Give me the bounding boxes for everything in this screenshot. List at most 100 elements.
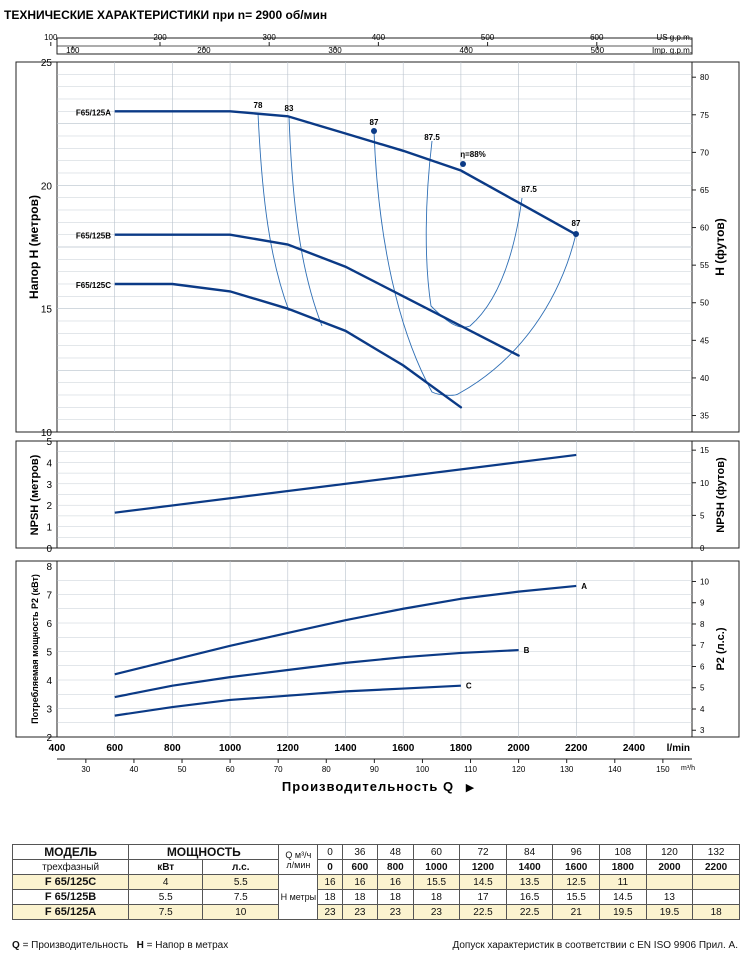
th-power: МОЩНОСТЬ — [128, 844, 280, 860]
imp-gpm-label: Imp. g.p.m. — [652, 46, 692, 55]
head-tick-label: 10 — [41, 428, 53, 439]
head-curve-a — [113, 110, 578, 236]
row-hp: 7.5 — [202, 889, 280, 905]
m3h-tick-label: 70 — [274, 765, 283, 774]
cell: 12.5 — [552, 874, 601, 890]
us-gpm-tick-label: 400 — [372, 33, 386, 42]
cell: 21 — [552, 904, 601, 920]
series-label: B — [524, 646, 530, 655]
power-hp-tick-label: 7 — [700, 641, 705, 650]
power-ylabel: Потребляемая мощность P2 (кВт) — [30, 574, 40, 724]
cell: 22.5 — [459, 904, 507, 920]
series-label: F65/125A — [76, 108, 111, 117]
npsh-ft-tick-label: 15 — [700, 446, 709, 455]
m3h-9: 132 — [692, 844, 740, 860]
head-ft-tick-label: 80 — [700, 73, 709, 82]
lmin-tick-label: 2400 — [623, 743, 646, 754]
head-ylabel: Напор H (метров) — [27, 195, 41, 299]
head-curve-b — [113, 233, 520, 357]
npsh-tick-label: 3 — [46, 480, 52, 491]
head-ft-tick-label: 75 — [700, 111, 709, 120]
performance-table: МОДЕЛЬ МОЩНОСТЬ Q м³/ч л/мин 0 36 48 60 … — [11, 844, 740, 920]
lmin-tick-label: 600 — [106, 743, 123, 754]
head-ylabel-right: H (футов) — [713, 218, 727, 276]
npsh-ft-tick-label: 5 — [700, 511, 705, 520]
head-ft-tick-label: 35 — [700, 412, 709, 421]
head-ft-tick-label: 55 — [700, 261, 709, 270]
power-hp-tick-label: 10 — [700, 577, 709, 586]
row-kw: 4 — [128, 874, 204, 890]
head-ft-tick-label: 40 — [700, 374, 709, 383]
m3h-7: 108 — [599, 844, 647, 860]
lmin-9: 2200 — [692, 859, 740, 875]
lmin-tick-label: 1400 — [334, 743, 357, 754]
m3h-0: 0 — [317, 844, 343, 860]
power-ylabel-right: P2 (л.с.) — [715, 627, 727, 670]
npsh-tick-label: 0 — [46, 544, 52, 555]
us-gpm-tick-label: 200 — [153, 33, 167, 42]
m3h-tick-label: 40 — [129, 765, 138, 774]
th-kw: кВт — [128, 859, 204, 875]
lmin-tick-label: 400 — [49, 743, 66, 754]
lmin-4: 1200 — [459, 859, 507, 875]
head-tick-label: 20 — [41, 181, 53, 192]
m3h-tick-label: 140 — [608, 765, 622, 774]
npsh-ylabel: NPSH (метров) — [29, 454, 41, 535]
th-hp: л.с. — [202, 859, 280, 875]
cell: 11 — [599, 874, 647, 890]
cell: 16.5 — [505, 889, 554, 905]
efficiency-label: 78 — [254, 101, 263, 110]
cell: 18 — [692, 904, 740, 920]
power-hp-tick-label: 9 — [700, 599, 705, 608]
row-hp: 5.5 — [202, 874, 280, 890]
npsh-tick-label: 2 — [46, 501, 52, 512]
row-hp: 10 — [202, 904, 280, 920]
cell: 15.5 — [412, 874, 461, 890]
m3h-tick-label: 30 — [81, 765, 90, 774]
performance-chart: ТЕХНИЧЕСКИЕ ХАРАКТЕРИСТИКИ при n= 2900 о… — [4, 8, 740, 794]
us-gpm-tick-label: 500 — [481, 33, 495, 42]
power-hp-tick-label: 3 — [700, 726, 705, 735]
lmin-tick-label: 2200 — [565, 743, 588, 754]
efficiency-label: 87.5 — [424, 133, 440, 142]
npsh-tick-label: 4 — [46, 458, 52, 469]
chart-title: ТЕХНИЧЕСКИЕ ХАРАКТЕРИСТИКИ при n= 2900 о… — [4, 8, 327, 22]
head-tick-label: 15 — [41, 305, 53, 316]
power-tick-label: 4 — [46, 676, 52, 687]
cell: 23 — [341, 904, 379, 920]
table-row: F 65/125A 7.5 10 23 23 23 23 22.5 22.5 2… — [11, 904, 740, 920]
footer-note: Допуск характеристик в соответствии с EN… — [452, 940, 738, 951]
cell: 18 — [377, 889, 414, 905]
efficiency-point — [460, 161, 466, 167]
th-h: H метры — [278, 874, 319, 920]
efficiency-label: 87.5 — [521, 185, 537, 194]
cell — [645, 874, 694, 890]
lmin-1: 600 — [341, 859, 379, 875]
cell: 16 — [317, 874, 343, 890]
lmin-0: 0 — [317, 859, 343, 875]
lmin-tick-label: 1600 — [392, 743, 415, 754]
cell: 16 — [341, 874, 379, 890]
imp-gpm-tick-label: 400 — [460, 46, 474, 55]
cell: 18 — [341, 889, 379, 905]
efficiency-point — [371, 128, 377, 134]
power-tick-label: 2 — [46, 733, 52, 744]
series-label: A — [581, 582, 587, 591]
lmin-tick-label: 800 — [164, 743, 181, 754]
npsh-ft-tick-label: 0 — [700, 544, 705, 553]
npsh-ft-tick-label: 10 — [700, 479, 709, 488]
efficiency-curve — [288, 115, 323, 327]
npsh-ylabel-right: NPSH (футов) — [715, 457, 727, 533]
cell: 14.5 — [599, 889, 647, 905]
efficiency-label: 87 — [572, 219, 581, 228]
series-label: F65/125B — [76, 232, 111, 241]
cell: 13.5 — [505, 874, 554, 890]
m3h-3: 60 — [412, 844, 461, 860]
imp-gpm-tick-label: 200 — [197, 46, 211, 55]
lmin-7: 1800 — [599, 859, 647, 875]
power-tick-label: 8 — [46, 562, 52, 573]
table-row: F 65/125C 4 5.5 H метры 16 16 16 15.5 14… — [11, 874, 740, 920]
power-tick-label: 5 — [46, 648, 52, 659]
m3h-tick-label: 110 — [464, 765, 477, 774]
power-tick-label: 7 — [46, 591, 52, 602]
